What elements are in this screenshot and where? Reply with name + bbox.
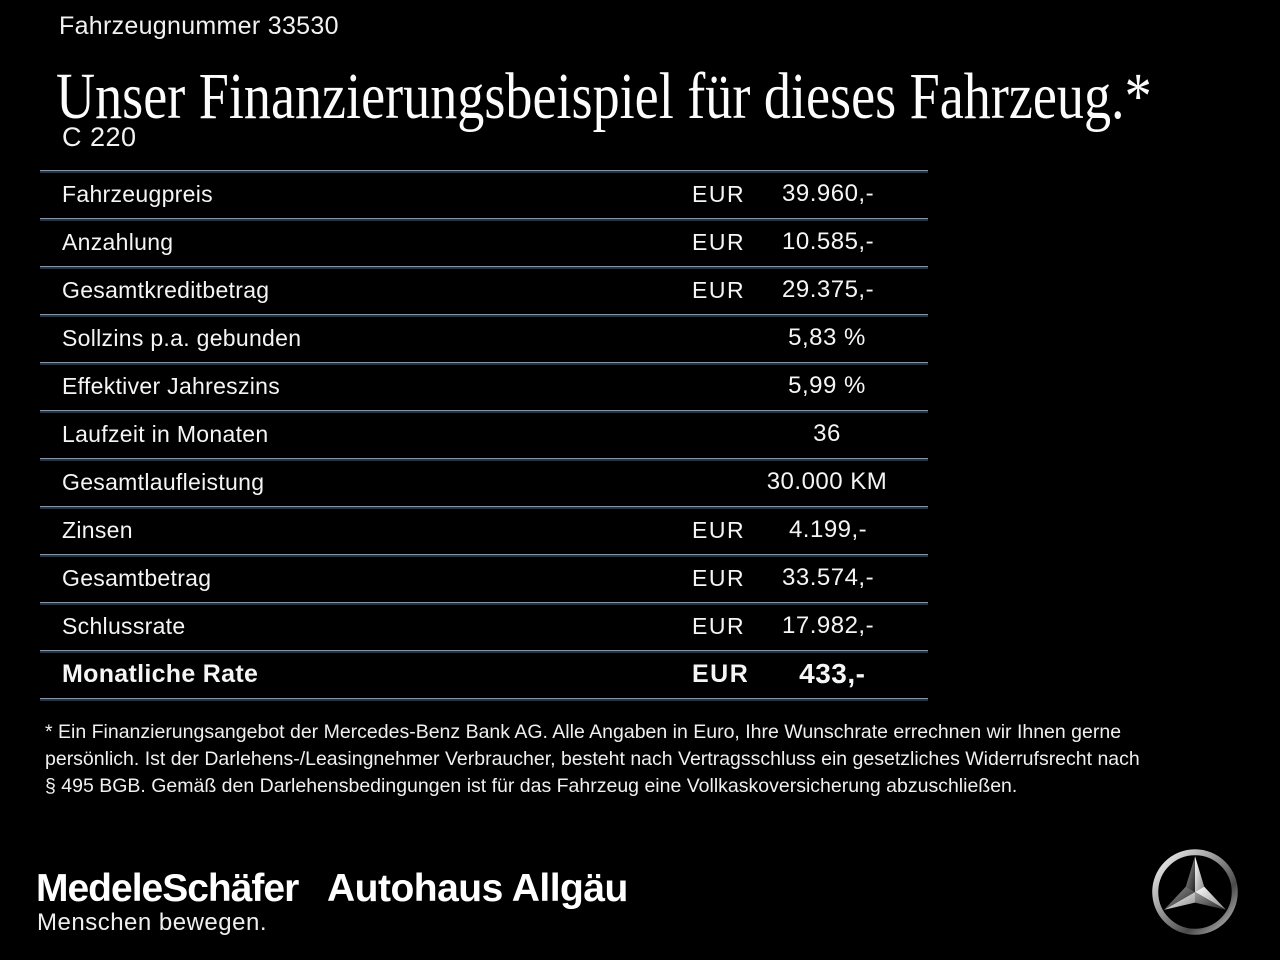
row-label: Effektiver Jahreszins [62,372,281,399]
row-gesamtkreditbetrag: Gesamtkreditbetrag EUR 29.375,- [40,266,928,314]
page-title: Unser Finanzierungsbeispiel für dieses F… [56,60,1152,133]
row-label: Fahrzeugpreis [62,180,213,207]
row-value: 36 [813,420,841,447]
row-value: 33.574,- [782,564,875,591]
row-fahrzeugpreis: Fahrzeugpreis EUR 39.960,- [40,170,928,218]
row-gesamtbetrag: Gesamtbetrag EUR 33.574,- [40,554,928,602]
row-value: 39.960,- [782,180,875,207]
vehicle-number: Fahrzeugnummer 33530 [59,12,339,40]
row-zinsen: Zinsen EUR 4.199,- [40,506,928,554]
row-label: Gesamtlaufleistung [62,468,265,495]
dealer-logo-autohaus-allgaeu: Autohaus Allgäu [327,867,628,910]
row-label: Schlussrate [62,612,186,639]
footnote-line: * Ein Finanzierungsangebot der Mercedes-… [45,721,1122,743]
row-value: 4.199,- [788,516,868,543]
vehicle-model: C 220 [62,122,137,152]
row-currency: EUR [692,659,750,688]
footnote-line: persönlich. Ist der Darlehens-/Leasingne… [45,748,1140,770]
row-currency: EUR [692,180,746,207]
row-sollzins: Sollzins p.a. gebunden 5,83 % [40,314,928,362]
row-label: Gesamtbetrag [62,564,212,591]
row-label: Sollzins p.a. gebunden [62,324,302,351]
row-currency: EUR [692,564,746,591]
row-label: Anzahlung [62,228,174,255]
finance-table: Fahrzeugpreis EUR 39.960,- Anzahlung EUR… [40,170,928,701]
row-value: 5,83 % [788,324,866,351]
dealer-tagline: Menschen bewegen. [37,909,267,936]
row-anzahlung: Anzahlung EUR 10.585,- [40,218,928,266]
row-value: 433,- [799,658,866,689]
row-currency: EUR [692,228,746,255]
row-schlussrate: Schlussrate EUR 17.982,- [40,602,928,650]
row-value: 17.982,- [782,612,875,639]
table-bottom-border [40,698,928,701]
row-gesamtlaufleistung: Gesamtlaufleistung 30.000 KM [40,458,928,506]
footnote-line: § 495 BGB. Gemäß den Darlehensbedingunge… [45,775,1018,797]
mercedes-star-icon [1152,849,1238,935]
row-label: Laufzeit in Monaten [62,420,269,447]
row-currency: EUR [692,516,746,543]
row-effektiver-jahreszins: Effektiver Jahreszins 5,99 % [40,362,928,410]
footnote: * Ein Finanzierungsangebot der Mercedes-… [45,719,1255,800]
row-label: Monatliche Rate [62,659,259,688]
row-currency: EUR [692,276,746,303]
row-value: 29.375,- [782,276,875,303]
dealer-logo-medele-schaefer: MedeleSchäfer [36,867,299,910]
row-value: 30.000 KM [766,468,888,495]
row-monatliche-rate: Monatliche Rate EUR 433,- [40,650,928,698]
row-label: Zinsen [62,516,133,543]
row-currency: EUR [692,612,746,639]
row-label: Gesamtkreditbetrag [62,276,270,303]
row-laufzeit: Laufzeit in Monaten 36 [40,410,928,458]
row-value: 5,99 % [788,372,866,399]
row-value: 10.585,- [782,228,875,255]
